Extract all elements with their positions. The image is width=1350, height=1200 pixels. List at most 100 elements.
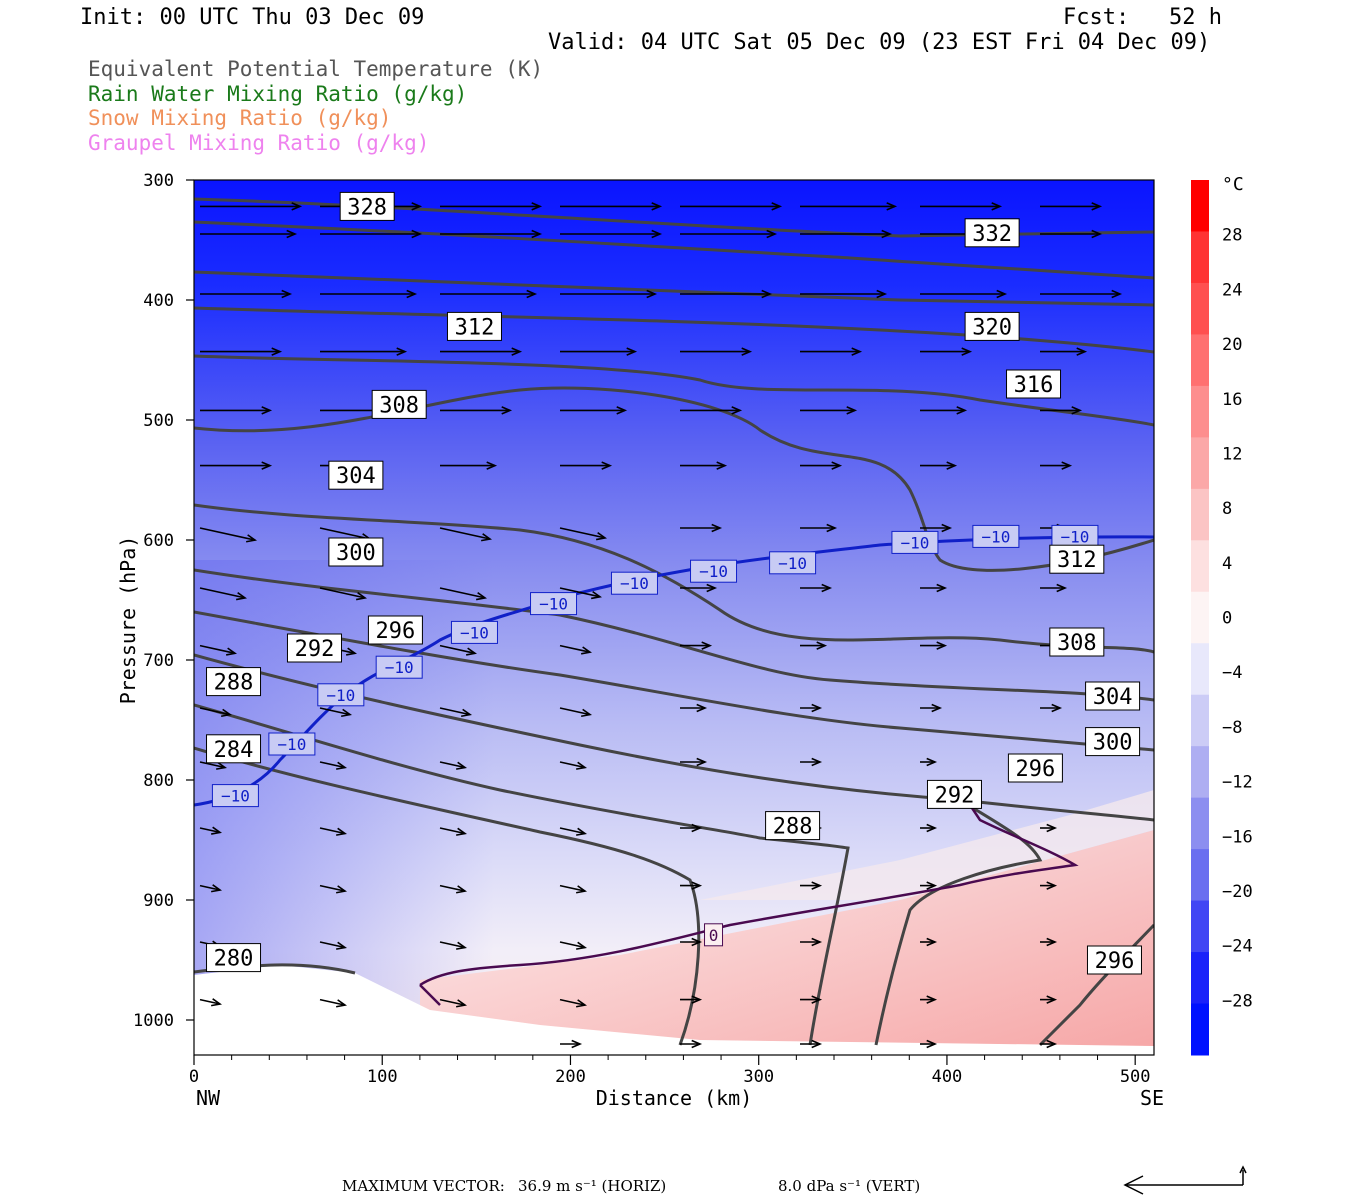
wind-arrow [439,941,468,950]
wind-arrow [680,703,708,713]
wind-arrow [559,587,603,600]
wind-arrow [440,229,543,239]
wind-arrow [440,406,513,415]
svg-text:312: 312 [455,315,495,340]
legend-snow: Snow Mixing Ratio (g/kg) [88,106,392,130]
wind-arrow [1280,290,1340,297]
wind-arrow [680,757,708,767]
wind-arrow [1160,584,1180,591]
wind-arrow [1040,937,1058,947]
forecast-hour: Fcst: 52 h [1063,5,1222,30]
wind-arrow [680,202,783,211]
svg-text:296: 296 [1095,949,1135,974]
colorbar-label: 20 [1222,335,1242,355]
svg-text:300: 300 [336,541,376,566]
zero-isotherm-label: 0 [704,923,724,947]
isotherm-label: −10 [317,683,365,707]
colorbar-unit: °C [1222,174,1244,195]
wind-arrow [1280,642,1300,649]
wind-arrow [800,757,823,767]
wind-arrow [1160,758,1175,765]
wind-arrow [560,202,663,211]
wind-arrow [440,347,523,356]
wind-arrow [920,757,938,767]
wind-arrow [920,347,973,356]
wind-arrow [920,937,938,947]
wind-arrow [439,761,468,770]
wind-arrow [1280,462,1305,469]
wind-arrow [800,202,898,211]
svg-text:320: 320 [972,315,1012,340]
wind-arrow [439,587,488,601]
wind-arrow [439,998,468,1008]
wind-arrow [1280,230,1320,237]
wind-arrow [1280,203,1320,210]
wind-arrow [199,644,238,656]
colorbar-label: −28 [1222,991,1253,1011]
svg-text:308: 308 [379,393,419,418]
svg-text:296: 296 [376,619,416,644]
reference-vector-arrow [1123,1165,1247,1195]
wind-arrow [1040,703,1063,713]
isotherm-label: −10 [690,559,738,583]
wind-arrow [440,461,498,470]
colorbar-cell [1191,334,1209,387]
wind-arrow [1280,758,1295,765]
wind-arrow [920,406,968,415]
svg-text:−10: −10 [1060,527,1089,546]
wind-arrow [800,881,823,890]
wind-arrow [920,1039,938,1049]
isotherm-label: −10 [450,620,498,644]
wind-arrow [1280,407,1305,414]
direction-left: NW [196,1086,221,1110]
wind-arrow [559,998,588,1008]
colorbar-label: 4 [1222,554,1232,574]
max-vector-vert: 8.0 dPa s⁻¹ (VERT) [778,1177,920,1195]
wind-arrow [680,406,743,415]
svg-text:−10: −10 [277,735,306,754]
wind-arrow [680,583,718,593]
svg-text:−10: −10 [539,595,568,614]
isotherm-label: −10 [610,571,658,595]
isotherm-label: −10 [211,784,259,808]
wind-arrow [440,202,543,211]
svg-text:304: 304 [1093,685,1133,710]
wind-arrow [680,1039,703,1049]
x-axis-title: Distance (km) [596,1086,753,1110]
wind-arrow [1040,995,1058,1004]
wind-arrow [1280,1040,1295,1047]
colorbar-label: 0 [1222,609,1232,629]
wind-arrow [1280,524,1300,531]
isotherm-label: −10 [375,655,423,679]
wind-arrow [1280,584,1300,591]
wind-arrow [1160,407,1195,414]
wind-arrow [439,707,473,718]
svg-text:−10: −10 [326,686,355,705]
wind-arrow [1280,348,1310,355]
wind-arrow [200,347,283,356]
y-axis-title: Pressure (hPa) [116,536,140,705]
wind-arrow [1160,824,1175,831]
svg-text:284: 284 [214,738,254,763]
wind-arrow [1040,289,1123,299]
svg-text:−10: −10 [460,623,489,642]
theta-e-label: 308 [1049,627,1105,657]
wind-arrow [680,995,703,1004]
colorbar-label: 28 [1222,226,1242,246]
theta-e-label: 288 [765,811,821,841]
theta-e-label: 320 [964,311,1020,341]
wind-arrow [680,523,723,533]
svg-text:−10: −10 [981,527,1010,546]
colorbar-cell [1191,437,1209,490]
theta-e-label: 304 [1085,681,1141,711]
theta-e-label: 312 [1049,544,1105,574]
wind-arrow [439,527,493,542]
theta-e-label: 296 [367,615,423,645]
wind-arrow [560,461,613,470]
y-tick-label: 1000 [133,1011,174,1031]
wind-arrow [559,761,588,770]
wind-arrow [560,406,628,415]
wind-arrow [319,827,348,836]
x-axis: 0 100 200 300 400 500 [189,1055,1151,1087]
svg-text:−10: −10 [385,658,414,677]
